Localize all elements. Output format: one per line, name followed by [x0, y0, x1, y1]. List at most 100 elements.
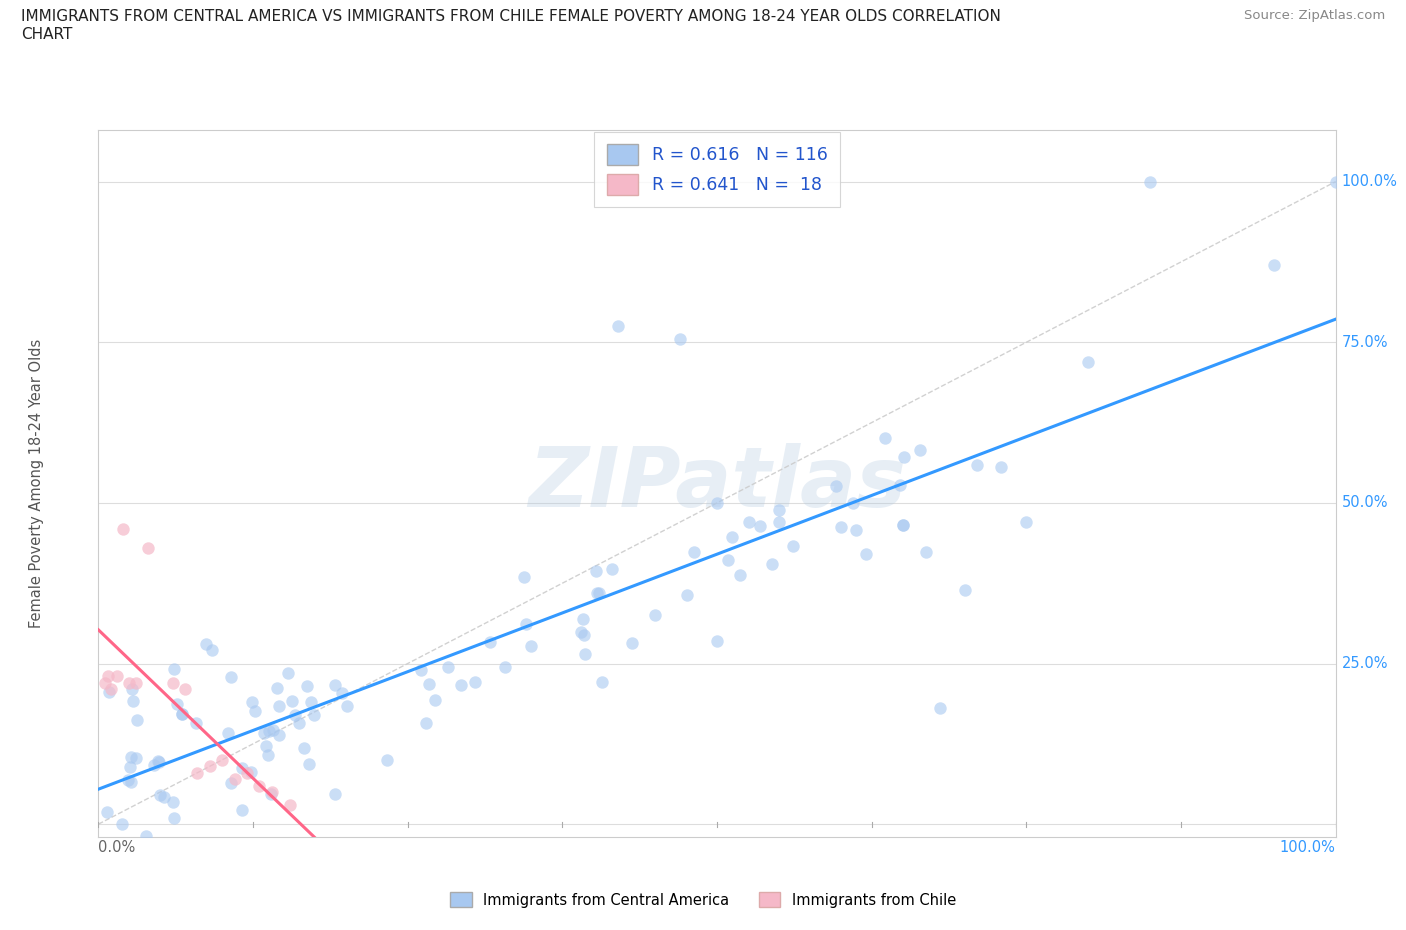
Point [278, 797, 301, 812]
Point [889, 477, 911, 492]
Point [782, 538, 804, 553]
Point [166, 697, 188, 711]
Point [990, 459, 1012, 474]
Point [569, 624, 592, 639]
Point [243, 703, 266, 718]
Point [239, 764, 262, 779]
Point [830, 519, 852, 534]
Point [163, 810, 186, 825]
Point [260, 786, 283, 801]
Point [953, 583, 976, 598]
Point [891, 518, 914, 533]
Text: 50.0%: 50.0% [1341, 496, 1388, 511]
Point [515, 617, 537, 631]
Legend: R = 0.616   N = 116, R = 0.641   N =  18: R = 0.616 N = 116, R = 0.641 N = 18 [595, 132, 839, 207]
Point [644, 607, 666, 622]
Point [142, 758, 165, 773]
Point [295, 679, 318, 694]
Point [266, 681, 288, 696]
Point [1139, 174, 1161, 189]
Point [194, 637, 217, 652]
Point [1324, 174, 1347, 189]
Point [198, 759, 221, 774]
Point [1015, 514, 1038, 529]
Point [1077, 355, 1099, 370]
Point [437, 660, 460, 675]
Point [717, 553, 740, 568]
Point [669, 332, 692, 347]
Text: 100.0%: 100.0% [1341, 174, 1398, 189]
Point [97, 669, 120, 684]
Point [730, 567, 752, 582]
Point [112, 521, 135, 536]
Point [288, 715, 311, 730]
Point [219, 776, 242, 790]
Point [111, 817, 134, 831]
Point [737, 515, 759, 530]
Point [148, 753, 170, 768]
Point [174, 682, 197, 697]
Point [211, 752, 233, 767]
Point [267, 727, 290, 742]
Point [281, 694, 304, 709]
Point [607, 319, 630, 334]
Point [494, 659, 516, 674]
Point [118, 675, 141, 690]
Point [262, 723, 284, 737]
Point [423, 692, 446, 707]
Point [121, 694, 143, 709]
Point [172, 706, 194, 721]
Point [928, 701, 950, 716]
Point [591, 674, 613, 689]
Point [415, 715, 437, 730]
Point [761, 556, 783, 571]
Point [254, 738, 277, 753]
Point [520, 638, 543, 653]
Point [260, 785, 283, 800]
Point [574, 646, 596, 661]
Point [93, 675, 115, 690]
Point [375, 752, 398, 767]
Point [277, 666, 299, 681]
Text: Source: ZipAtlas.com: Source: ZipAtlas.com [1244, 9, 1385, 22]
Point [231, 761, 253, 776]
Point [323, 677, 346, 692]
Point [585, 564, 607, 578]
Point [127, 712, 149, 727]
Point [585, 586, 607, 601]
Point [299, 694, 322, 709]
Point [464, 675, 486, 690]
Point [136, 540, 159, 555]
Point [682, 544, 704, 559]
Point [162, 795, 184, 810]
Point [98, 684, 121, 699]
Point [294, 740, 316, 755]
Point [706, 496, 728, 511]
Point [256, 748, 278, 763]
Text: 0.0%: 0.0% [98, 840, 135, 856]
Point [915, 545, 938, 560]
Point [170, 707, 193, 722]
Point [891, 518, 914, 533]
Point [118, 759, 141, 774]
Point [184, 715, 207, 730]
Point [162, 675, 184, 690]
Point [120, 750, 142, 764]
Point [418, 677, 440, 692]
Point [479, 634, 502, 649]
Point [302, 707, 325, 722]
Point [574, 628, 596, 643]
Text: 75.0%: 75.0% [1341, 335, 1388, 350]
Point [893, 449, 915, 464]
Point [163, 661, 186, 676]
Point [153, 790, 176, 804]
Point [247, 778, 270, 793]
Point [267, 698, 290, 713]
Point [105, 669, 128, 684]
Point [600, 562, 623, 577]
Point [135, 829, 157, 844]
Point [186, 765, 208, 780]
Point [588, 585, 610, 600]
Point [845, 523, 868, 538]
Point [224, 772, 246, 787]
